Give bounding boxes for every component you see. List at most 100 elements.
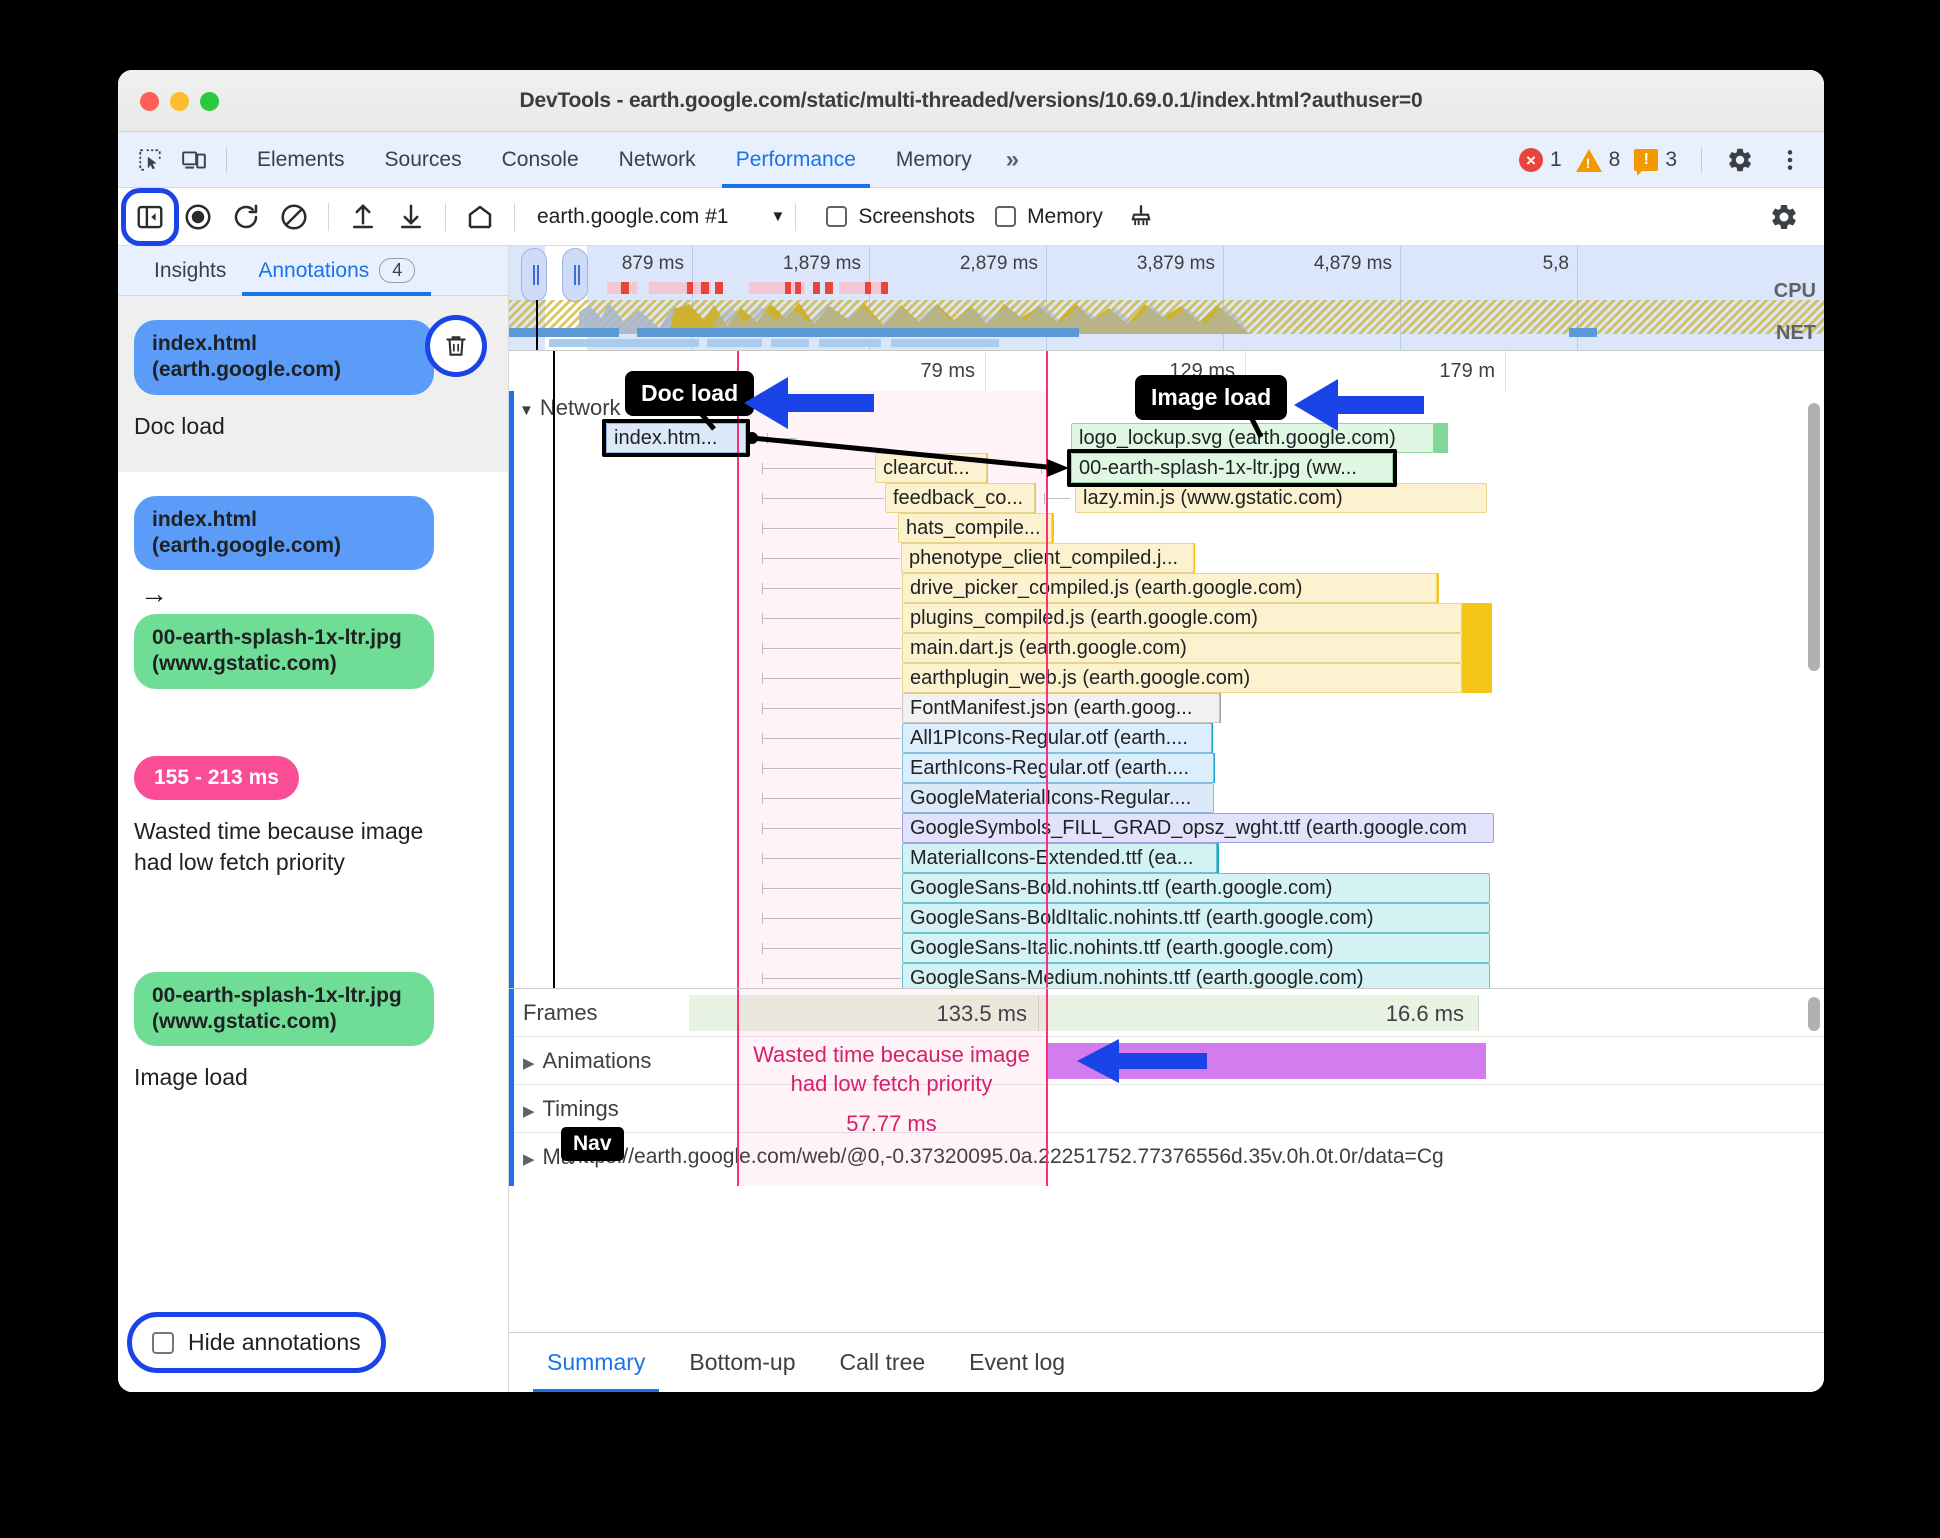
sidebar-tab-annotations[interactable]: Annotations 4 [242, 246, 432, 296]
animations-caret-icon[interactable]: ▶ [523, 1054, 535, 1072]
recording-select[interactable]: earth.google.com #1 ▼ [537, 205, 785, 229]
load-profile-icon[interactable] [339, 193, 387, 241]
request-earthplugin-web[interactable]: earthplugin_web.js (earth.google.com) [902, 663, 1462, 693]
main-track[interactable]: ▶ Ma https://earth.google.com/web/@0,-0.3… [509, 1127, 1824, 1181]
request-earth-splash[interactable]: 00-earth-splash-1x-ltr.jpg (ww... [1071, 453, 1393, 483]
network-track-caret-icon[interactable]: ▼ [519, 402, 534, 419]
annotation-chip-image[interactable]: 00-earth-splash-1x-ltr.jpg (www.gstatic.… [134, 971, 434, 1047]
save-profile-icon[interactable] [387, 193, 435, 241]
request-googlesans-bold[interactable]: GoogleSans-Bold.nohints.ttf (earth.googl… [902, 873, 1490, 903]
tab-console[interactable]: Console [501, 147, 579, 171]
main-caret-icon[interactable]: ▶ [523, 1151, 535, 1168]
request-drive-picker[interactable]: drive_picker_compiled.js (earth.google.c… [902, 573, 1437, 603]
timings-caret-icon[interactable]: ▶ [523, 1102, 535, 1120]
toolbar-divider [226, 146, 227, 173]
request-google-symbols[interactable]: GoogleSymbols_FILL_GRAD_opsz_wght.ttf (e… [902, 813, 1494, 843]
request-google-material-icons[interactable]: GoogleMaterialIcons-Regular.... [902, 783, 1214, 813]
annotation-chip-entry[interactable]: index.html (earth.google.com) [134, 320, 434, 395]
error-counter[interactable]: × 1 [1518, 148, 1562, 172]
tab-performance[interactable]: Performance [716, 132, 876, 188]
clear-recording-icon[interactable] [270, 193, 318, 241]
screenshots-checkbox[interactable]: Screenshots [826, 205, 975, 229]
request-lazy-min-js[interactable]: lazy.min.js (www.gstatic.com) [1075, 483, 1487, 513]
request-plugins-compiled[interactable]: plugins_compiled.js (earth.google.com) [902, 603, 1462, 633]
memory-checkbox-box[interactable] [995, 206, 1017, 227]
request-tail [762, 613, 901, 624]
tab-summary[interactable]: Summary [525, 1333, 667, 1392]
capture-settings-gear-icon[interactable] [1760, 193, 1808, 241]
reload-and-record-icon[interactable] [222, 193, 270, 241]
tab-memory[interactable]: Memory [895, 147, 972, 171]
request-hats-compiled[interactable]: hats_compile... [898, 513, 1052, 543]
request-tail [762, 853, 901, 864]
animations-track[interactable]: ▶ Animations [509, 1037, 1824, 1085]
request-clearcut[interactable]: clearcut... [875, 453, 987, 483]
annotation-chip-to[interactable]: 00-earth-splash-1x-ltr.jpg (www.gstatic.… [134, 614, 434, 689]
screenshots-checkbox-box[interactable] [826, 206, 848, 227]
timeline-overview[interactable]: 879 ms 1,879 ms 2,879 ms 3,879 ms 4,879 … [509, 246, 1824, 350]
info-counter[interactable]: ! 3 [1634, 148, 1677, 176]
nav-marker-chip[interactable]: Nav [561, 1127, 624, 1161]
hide-annotations-checkbox[interactable]: Hide annotations [127, 1312, 386, 1373]
overview-cpu-label: CPU [1773, 280, 1816, 302]
request-feedback[interactable]: feedback_co... [885, 483, 1035, 513]
minimize-window-button[interactable] [170, 92, 189, 111]
annotation-chip-timerange[interactable]: 155 - 213 ms [134, 755, 299, 800]
annotation-chip-from[interactable]: index.html (earth.google.com) [134, 495, 434, 571]
perf-divider-1 [328, 202, 329, 231]
hide-annotations-checkbox-box[interactable] [152, 1331, 174, 1354]
frame-segment[interactable] [689, 995, 1039, 1031]
more-tabs-chevron-icon[interactable]: » [1005, 145, 1020, 173]
error-icon: × [1518, 148, 1543, 172]
request-materialicons-extended[interactable]: MaterialIcons-Extended.ttf (ea... [902, 843, 1217, 873]
overview-left-handle[interactable] [521, 248, 547, 302]
request-earthicons[interactable]: EarthIcons-Regular.otf (earth.... [902, 753, 1214, 783]
frame-segment[interactable] [1039, 995, 1479, 1031]
tab-event-log[interactable]: Event log [969, 1349, 1066, 1375]
request-googlesans-bolditalic[interactable]: GoogleSans-BoldItalic.nohints.ttf (earth… [902, 903, 1490, 933]
annotation-item-link[interactable]: index.html (earth.google.com) → 00-earth… [118, 472, 508, 722]
tab-elements[interactable]: Elements [257, 147, 345, 171]
delete-annotation-button[interactable] [425, 315, 487, 377]
request-googlesans-italic[interactable]: GoogleSans-Italic.nohints.ttf (earth.goo… [902, 933, 1490, 963]
inspect-element-icon[interactable] [128, 138, 172, 182]
collect-garbage-icon[interactable] [1117, 193, 1165, 241]
frames-track[interactable]: Frames 133.5 ms 16.6 ms [509, 989, 1824, 1037]
warning-counter[interactable]: 8 [1575, 148, 1620, 172]
wasted-time-blue-arrow [1077, 1039, 1207, 1083]
device-toolbar-icon[interactable] [172, 138, 216, 182]
sidebar-tab-bar: Insights Annotations 4 [118, 246, 508, 296]
annotation-description-wasted: Wasted time because image had low fetch … [134, 817, 424, 875]
annotation-item-doc-load[interactable]: index.html (earth.google.com) Doc load [118, 296, 508, 472]
tab-sources[interactable]: Sources [384, 147, 462, 171]
request-tail [762, 553, 900, 564]
more-options-icon[interactable] [1768, 138, 1812, 182]
request-all1picons[interactable]: All1PIcons-Regular.otf (earth.... [902, 723, 1212, 753]
bottom-scrollbar[interactable] [1808, 997, 1820, 1031]
close-window-button[interactable] [140, 92, 159, 111]
home-icon[interactable] [456, 193, 504, 241]
record-button[interactable] [174, 193, 222, 241]
tab-network[interactable]: Network [618, 147, 696, 171]
sidebar-tab-insights[interactable]: Insights [154, 258, 227, 282]
window-controls[interactable] [140, 92, 219, 111]
request-index-html[interactable]: index.htm... [606, 423, 746, 453]
request-main-dart[interactable]: main.dart.js (earth.google.com) [902, 633, 1462, 663]
overview-right-handle[interactable] [562, 248, 588, 302]
gear-icon[interactable] [1718, 138, 1762, 182]
network-flame-chart[interactable]: 79 ms 129 ms 179 m ▼ Network index.htm... [509, 350, 1824, 988]
request-googlesans-medium[interactable]: GoogleSans-Medium.nohints.ttf (earth.goo… [902, 963, 1490, 988]
image-load-callout: Image load [1135, 375, 1288, 420]
annotation-item-wasted-time[interactable]: 155 - 213 ms Wasted time because image h… [118, 722, 508, 942]
maximize-window-button[interactable] [200, 92, 219, 111]
flame-chart-scrollbar[interactable] [1808, 403, 1820, 671]
annotation-item-image-load[interactable]: 00-earth-splash-1x-ltr.jpg (www.gstatic.… [118, 942, 508, 1124]
memory-checkbox[interactable]: Memory [995, 205, 1103, 229]
network-track-header[interactable]: ▼ Network [519, 395, 621, 421]
tab-bottom-up[interactable]: Bottom-up [689, 1349, 796, 1375]
timings-track[interactable]: ▶ Timings [509, 1085, 1824, 1133]
tab-call-tree[interactable]: Call tree [839, 1349, 926, 1375]
toggle-sidebar-icon[interactable] [121, 187, 179, 246]
request-fontmanifest[interactable]: FontManifest.json (earth.goog... [902, 693, 1220, 723]
